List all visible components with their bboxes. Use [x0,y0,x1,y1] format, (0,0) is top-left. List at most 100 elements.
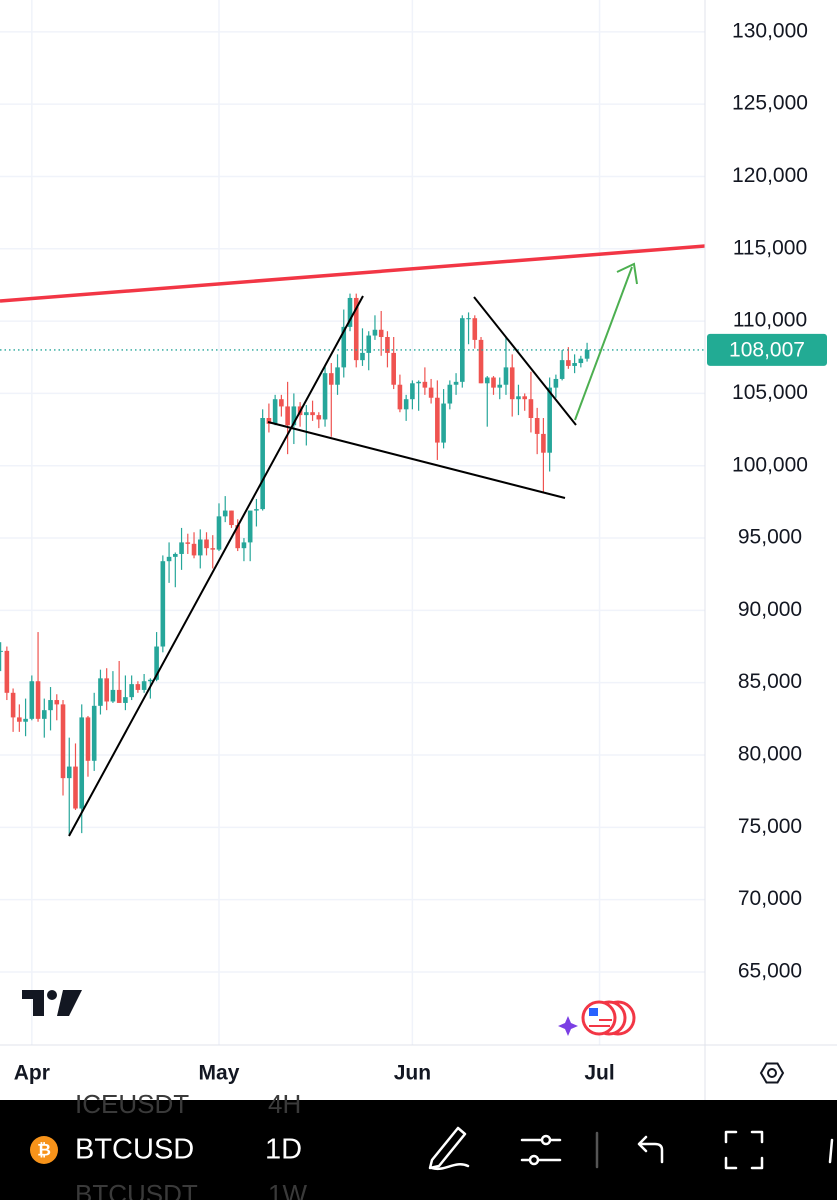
candle-body [453,381,459,385]
candle-body [98,678,103,706]
draw-tool-icon[interactable] [428,1126,470,1171]
candle-body [210,548,216,550]
settings-icon[interactable] [759,1062,785,1084]
candle-body [397,384,403,410]
symbol[interactable]: BTCUSD [75,1134,194,1166]
candle-body [17,717,22,722]
candle-body [391,352,396,385]
candle-body [366,335,372,353]
candle-body [279,399,284,407]
y-tick-label: 70,000 [738,887,802,910]
indicators-icon[interactable] [520,1134,562,1166]
candle-body [23,718,28,722]
candle-body [522,396,527,400]
svg-text:₿: ₿ [37,1140,51,1159]
x-tick-label: Apr [14,1062,50,1085]
y-tick-label: 130,000 [732,19,808,42]
candle-body [241,542,247,549]
candle-body [435,397,440,443]
y-tick-label: 120,000 [732,164,808,187]
tradingview-logo [22,990,82,1016]
candle-body [235,525,241,549]
candle-body [403,399,409,410]
candle-body [60,704,66,779]
candle-body [335,367,340,385]
ghost-item: BTCUSDT [75,1179,198,1200]
candle-body [347,297,353,327]
candle-body [484,377,490,384]
candle-body [304,412,309,416]
candle-body [559,360,565,379]
candle-body [316,415,322,420]
y-tick-label: 90,000 [738,598,802,621]
candle-body [229,510,234,526]
undo-icon[interactable] [637,1135,664,1164]
candle-body [566,360,571,366]
candle-body [185,542,191,544]
candle-body [547,387,552,453]
candle-body [341,326,347,368]
candle-body [216,516,222,550]
y-tick-label: 125,000 [732,92,808,115]
y-tick-label: 75,000 [738,815,802,838]
candle-body [310,412,315,416]
candle-body [447,384,453,404]
candle-body [322,373,328,420]
candle-body [141,681,147,690]
candle-body [378,329,384,338]
candle-body [204,539,209,549]
candle-body [353,297,359,361]
candle-body [285,406,290,426]
candle-body [541,433,546,453]
drawings [0,244,705,837]
y-tick-label: 110,000 [733,309,807,332]
trend-line [68,295,364,837]
candle-body [66,766,72,779]
candle-body [35,681,41,719]
grid [0,0,705,1045]
more-icon[interactable] [828,1138,834,1164]
y-tick-label: 115,000 [733,236,807,259]
candle-body [553,378,559,388]
trend-line [267,421,566,499]
candle-body [491,377,496,388]
bitcoin-icon: ₿ [30,1136,58,1164]
candle-body [360,352,365,361]
candle-body [173,553,178,557]
arrow-head [616,262,638,285]
projection-arrow [574,266,633,421]
candle-body [497,384,503,388]
candle-body [179,542,184,554]
fullscreen-icon[interactable] [724,1130,764,1170]
candle-body [0,650,3,652]
ghost-item: ICEUSDT [75,1089,189,1119]
candle-body [422,381,428,388]
candle-body [54,700,60,705]
candle-body [104,678,109,702]
candle-body [272,399,278,424]
candle-body [372,329,378,336]
background [0,0,837,1100]
x-tick-label: Jul [584,1062,614,1085]
interval[interactable]: 1D [265,1134,302,1166]
candle-body [328,373,334,385]
candle-body [503,367,509,385]
plot-area [0,293,705,835]
candle-body [79,717,85,809]
candle-body [291,406,297,426]
candle-body [385,337,390,353]
y-tick-label: 65,000 [738,960,802,983]
y-tick-label: 80,000 [738,743,802,766]
candle-body [123,697,128,703]
candle-body [266,418,272,424]
axes: 65,000 70,000 75,000 80,000 85,000 90,000 95,0… [14,19,827,1085]
candle-body [135,684,141,690]
y-tick-label: 85,000 [738,670,802,693]
candle-body [116,689,122,703]
current-price-label: 108,007 [729,338,805,361]
x-tick-label: May [199,1062,240,1085]
candle-body [197,539,203,556]
candle-body [441,403,446,443]
candle-body [584,349,590,359]
